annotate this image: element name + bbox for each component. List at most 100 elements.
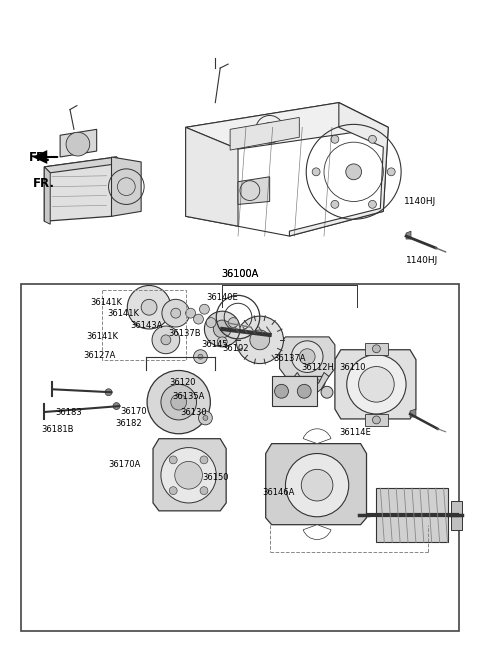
Text: 36120: 36120 bbox=[170, 378, 196, 387]
Wedge shape bbox=[303, 429, 331, 443]
Text: 36137B: 36137B bbox=[168, 329, 201, 339]
Circle shape bbox=[200, 305, 209, 314]
Text: 36181B: 36181B bbox=[42, 425, 74, 434]
Text: 36183: 36183 bbox=[55, 409, 82, 417]
Circle shape bbox=[291, 341, 323, 373]
Circle shape bbox=[127, 286, 171, 329]
Text: 36100A: 36100A bbox=[221, 269, 259, 278]
Circle shape bbox=[141, 299, 157, 315]
Polygon shape bbox=[266, 443, 367, 525]
Circle shape bbox=[359, 367, 394, 402]
Circle shape bbox=[312, 168, 320, 176]
Polygon shape bbox=[44, 157, 123, 173]
Circle shape bbox=[300, 348, 315, 365]
Text: 36127A: 36127A bbox=[84, 352, 116, 360]
Polygon shape bbox=[60, 129, 96, 157]
Circle shape bbox=[175, 461, 203, 489]
Polygon shape bbox=[272, 377, 317, 406]
Polygon shape bbox=[153, 439, 226, 511]
Polygon shape bbox=[230, 117, 300, 150]
Circle shape bbox=[66, 132, 90, 156]
Circle shape bbox=[206, 318, 216, 328]
Text: 36135A: 36135A bbox=[173, 392, 205, 402]
Text: 36141K: 36141K bbox=[91, 299, 122, 307]
Polygon shape bbox=[186, 103, 388, 149]
Text: 36102: 36102 bbox=[222, 345, 249, 353]
Circle shape bbox=[186, 309, 195, 318]
Polygon shape bbox=[33, 150, 47, 164]
Circle shape bbox=[161, 335, 171, 345]
Polygon shape bbox=[335, 350, 416, 419]
Text: 1140HJ: 1140HJ bbox=[404, 196, 436, 206]
Circle shape bbox=[286, 453, 349, 517]
Text: 36150: 36150 bbox=[202, 473, 228, 482]
Text: 36110: 36110 bbox=[340, 363, 366, 372]
Text: 36130: 36130 bbox=[180, 409, 207, 417]
Circle shape bbox=[331, 136, 339, 143]
Circle shape bbox=[309, 375, 325, 390]
Text: FR.: FR. bbox=[33, 177, 54, 190]
Circle shape bbox=[204, 311, 240, 346]
Circle shape bbox=[331, 200, 339, 208]
Text: 36141K: 36141K bbox=[107, 309, 139, 318]
Circle shape bbox=[369, 200, 376, 208]
Polygon shape bbox=[294, 373, 329, 394]
Polygon shape bbox=[364, 414, 388, 426]
Circle shape bbox=[198, 354, 203, 359]
Text: FR.: FR. bbox=[29, 151, 51, 164]
Text: 36146A: 36146A bbox=[263, 488, 295, 497]
Circle shape bbox=[193, 350, 207, 364]
Circle shape bbox=[314, 379, 320, 385]
Circle shape bbox=[105, 389, 112, 396]
Polygon shape bbox=[279, 337, 335, 377]
Text: 36140E: 36140E bbox=[207, 293, 239, 301]
Circle shape bbox=[347, 354, 406, 414]
Circle shape bbox=[152, 326, 180, 354]
Text: 1140HJ: 1140HJ bbox=[406, 256, 438, 265]
Polygon shape bbox=[451, 501, 462, 530]
Text: 36100A: 36100A bbox=[221, 269, 259, 278]
Text: 36145: 36145 bbox=[201, 340, 228, 349]
Circle shape bbox=[236, 316, 284, 364]
Circle shape bbox=[203, 415, 208, 421]
Circle shape bbox=[169, 487, 177, 495]
Circle shape bbox=[387, 168, 395, 176]
Circle shape bbox=[169, 456, 177, 464]
Circle shape bbox=[346, 164, 361, 179]
Polygon shape bbox=[289, 103, 388, 236]
Circle shape bbox=[200, 487, 208, 495]
Text: 36170A: 36170A bbox=[108, 460, 141, 469]
Circle shape bbox=[372, 345, 380, 352]
Circle shape bbox=[301, 470, 333, 501]
Circle shape bbox=[113, 403, 120, 409]
Circle shape bbox=[297, 384, 311, 398]
Circle shape bbox=[161, 447, 216, 503]
Polygon shape bbox=[364, 343, 388, 354]
Text: 36170: 36170 bbox=[120, 407, 147, 416]
Text: 36112H: 36112H bbox=[301, 363, 335, 372]
Circle shape bbox=[217, 337, 227, 346]
Polygon shape bbox=[44, 167, 50, 224]
Circle shape bbox=[162, 299, 190, 327]
Circle shape bbox=[200, 456, 208, 464]
Circle shape bbox=[193, 314, 204, 324]
Polygon shape bbox=[44, 157, 129, 221]
Text: 36114E: 36114E bbox=[340, 428, 372, 437]
Circle shape bbox=[321, 386, 333, 398]
Polygon shape bbox=[111, 157, 141, 216]
Wedge shape bbox=[303, 525, 331, 540]
Circle shape bbox=[250, 330, 270, 350]
Circle shape bbox=[213, 320, 231, 338]
Circle shape bbox=[228, 318, 238, 328]
Circle shape bbox=[171, 394, 187, 410]
Text: 36143A: 36143A bbox=[130, 321, 162, 330]
Text: 36141K: 36141K bbox=[86, 332, 118, 341]
Circle shape bbox=[171, 309, 180, 318]
Polygon shape bbox=[410, 409, 416, 417]
Text: 36137A: 36137A bbox=[273, 354, 306, 363]
Polygon shape bbox=[186, 127, 238, 226]
Polygon shape bbox=[406, 231, 411, 239]
Circle shape bbox=[275, 384, 288, 398]
Circle shape bbox=[372, 416, 380, 424]
Polygon shape bbox=[238, 177, 270, 204]
